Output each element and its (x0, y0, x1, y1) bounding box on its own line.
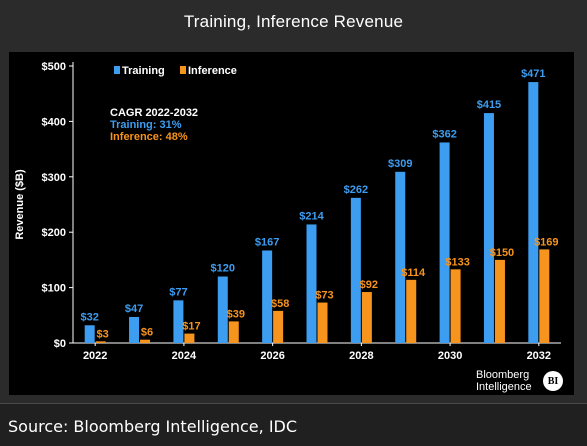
inference-data-label: $3 (97, 328, 109, 340)
chart-header: Training, Inference Revenue (0, 0, 587, 44)
logo-line2: Intelligence (476, 381, 532, 393)
logo-line1: Bloomberg (476, 369, 530, 381)
training-data-label: $471 (521, 68, 545, 80)
training-bar (173, 300, 184, 343)
legend-swatch-inference (180, 66, 186, 74)
source-footer: Source: Bloomberg Intelligence, IDC (0, 403, 587, 446)
chart-title: Training, Inference Revenue (183, 12, 404, 31)
inference-data-label: $169 (534, 236, 558, 248)
training-bar (350, 197, 361, 343)
y-axis-label: Revenue ($B) (14, 169, 26, 240)
inference-bar (494, 259, 505, 343)
x-tick-label: 2026 (260, 350, 284, 362)
training-data-label: $77 (169, 286, 187, 298)
training-data-label: $262 (344, 184, 368, 196)
cagr-heading: CAGR 2022-2032 (110, 107, 198, 119)
inference-data-label: $39 (227, 308, 245, 320)
legend-swatch-training (114, 66, 120, 74)
inference-data-label: $114 (401, 267, 426, 279)
chart-panel: $0 $100 $200 $300 $400 $500 Revenue ($B) $32 $3 2… (9, 52, 574, 395)
inference-bar (273, 310, 284, 343)
inference-bar (317, 302, 328, 343)
training-bar (395, 171, 406, 343)
bi-logo-badge: BI (543, 371, 563, 391)
x-tick-label: 2024 (172, 350, 197, 362)
training-data-label: $167 (255, 236, 279, 248)
inference-bar (228, 321, 239, 343)
inference-bar (184, 333, 195, 343)
inference-bar (539, 249, 550, 343)
training-bar (84, 325, 95, 343)
logo-wordmark: Bloomberg Intelligence (476, 369, 532, 393)
inference-bar (95, 341, 106, 343)
x-tick-label: 2030 (438, 350, 462, 362)
cagr-training: Training: 31% (110, 119, 182, 131)
source-text: Source: Bloomberg Intelligence, IDC (8, 417, 298, 436)
training-bar (439, 142, 450, 343)
x-tick-label: 2028 (349, 350, 373, 362)
inference-data-label: $73 (315, 290, 333, 302)
y-tick-label: $300 (42, 172, 66, 184)
inference-bar (450, 269, 461, 343)
training-bar (528, 82, 539, 343)
training-data-label: $415 (477, 99, 501, 111)
y-tick-label: $0 (54, 338, 66, 350)
inference-data-label: $6 (141, 327, 153, 339)
inference-data-label: $150 (490, 247, 514, 259)
inference-data-label: $17 (182, 321, 200, 333)
training-bar (217, 276, 228, 343)
legend-label-inference: Inference (188, 65, 237, 77)
training-data-label: $47 (125, 303, 143, 315)
y-tick-label: $100 (42, 283, 66, 295)
x-tick-label: 2022 (83, 350, 107, 362)
training-data-label: $120 (211, 263, 235, 275)
inference-data-label: $133 (445, 256, 469, 268)
y-tick-label: $200 (42, 227, 66, 239)
inference-bar (361, 292, 372, 343)
inference-bar (406, 279, 417, 343)
training-data-label: $309 (388, 158, 412, 170)
training-data-label: $362 (432, 128, 456, 140)
training-data-label: $214 (299, 210, 324, 222)
legend-label-training: Training (122, 65, 165, 77)
training-bar (129, 316, 140, 343)
inference-bar (140, 339, 151, 343)
y-tick-label: $500 (42, 61, 66, 73)
training-data-label: $32 (81, 311, 99, 323)
y-tick-label: $400 (42, 116, 66, 128)
inference-data-label: $92 (360, 279, 378, 291)
inference-data-label: $58 (271, 298, 289, 310)
training-bar (306, 224, 317, 343)
bar-chart: $0 $100 $200 $300 $400 $500 Revenue ($B) $32 $3 2… (14, 61, 561, 362)
x-tick-label: 2032 (527, 350, 551, 362)
training-bar (262, 250, 273, 343)
cagr-inference: Inference: 48% (110, 131, 188, 143)
training-bar (483, 113, 494, 343)
